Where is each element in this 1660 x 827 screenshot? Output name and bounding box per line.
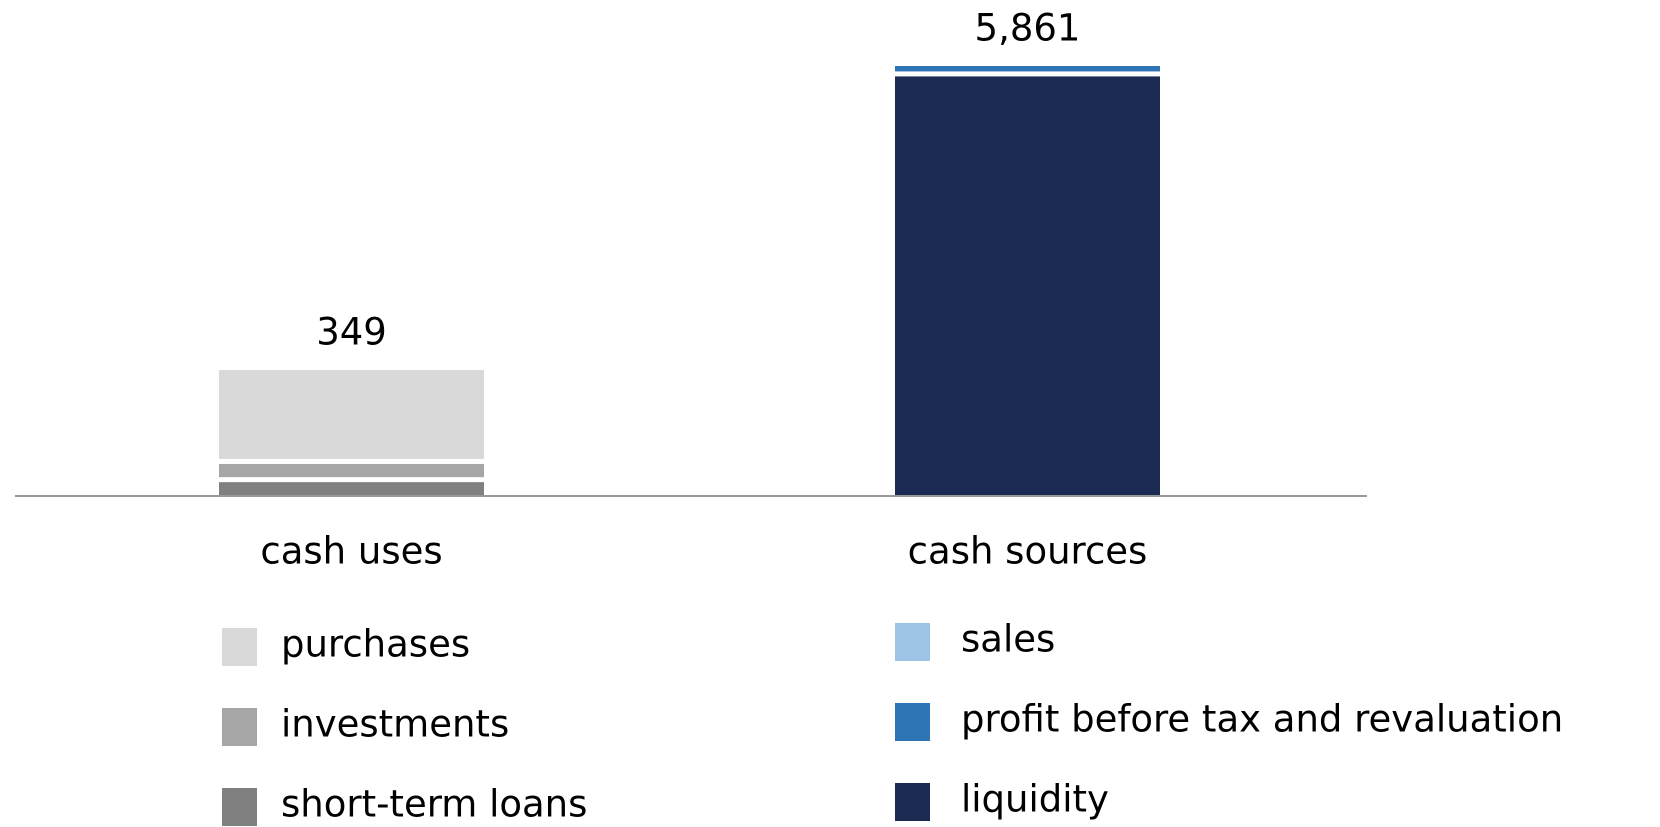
bar-segment xyxy=(895,66,1160,72)
legend-label: liquidity xyxy=(961,778,1109,821)
legend-label: profit before tax and revaluation xyxy=(961,698,1563,741)
category-label: cash uses xyxy=(260,530,442,573)
legend-label: investments xyxy=(281,703,509,746)
legend-swatch xyxy=(222,788,257,826)
bar-segment xyxy=(219,463,484,478)
legend-label: short-term loans xyxy=(281,783,587,826)
legend-swatch xyxy=(895,703,930,741)
category-label: cash sources xyxy=(908,530,1148,573)
bar-segment xyxy=(219,370,484,459)
bar-segment xyxy=(219,482,484,495)
legend-label: sales xyxy=(961,618,1055,661)
total-label: 349 xyxy=(316,311,387,354)
legend-swatch xyxy=(222,708,257,746)
legend-swatch xyxy=(895,623,930,661)
total-label: 5,861 xyxy=(975,7,1081,50)
legend-swatch xyxy=(222,628,257,666)
bar-segment xyxy=(895,76,1160,496)
legend-swatch xyxy=(895,783,930,821)
legend-label: purchases xyxy=(281,623,470,666)
